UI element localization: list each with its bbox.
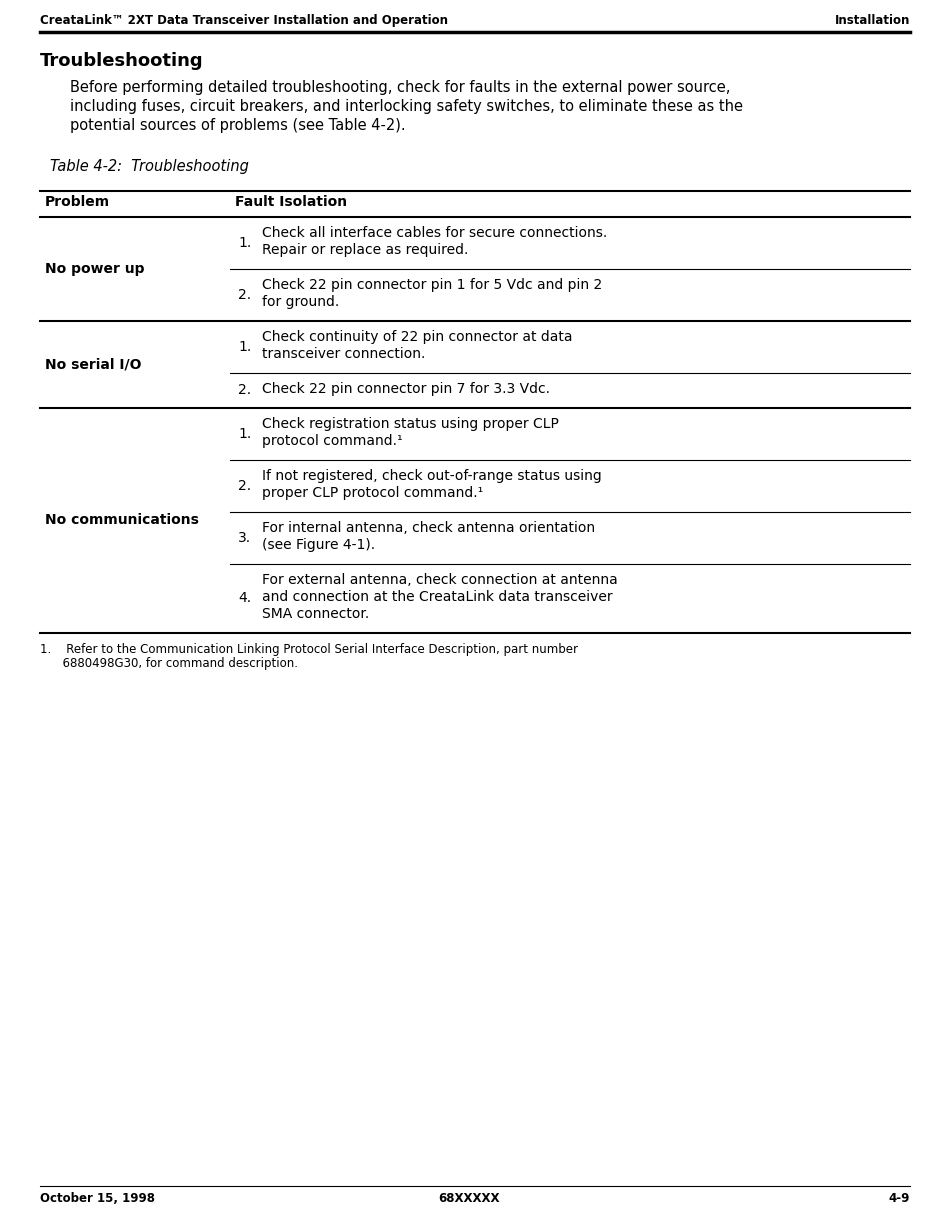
Text: Table 4-2:  Troubleshooting: Table 4-2: Troubleshooting: [50, 159, 249, 174]
Text: No serial I/O: No serial I/O: [45, 357, 142, 372]
Text: Check 22 pin connector pin 1 for 5 Vdc and pin 2: Check 22 pin connector pin 1 for 5 Vdc a…: [262, 278, 602, 292]
Text: 2.: 2.: [238, 479, 251, 492]
Text: If not registered, check out-of-range status using: If not registered, check out-of-range st…: [262, 470, 602, 483]
Text: 4-9: 4-9: [888, 1193, 910, 1205]
Text: No power up: No power up: [45, 262, 145, 276]
Text: 68XXXXX: 68XXXXX: [439, 1193, 500, 1205]
Text: SMA connector.: SMA connector.: [262, 607, 369, 620]
Text: Check registration status using proper CLP: Check registration status using proper C…: [262, 416, 559, 431]
Text: CreataLink™ 2XT Data Transceiver Installation and Operation: CreataLink™ 2XT Data Transceiver Install…: [40, 14, 448, 27]
Text: No communications: No communications: [45, 513, 199, 527]
Text: 1.: 1.: [238, 427, 252, 441]
Text: proper CLP protocol command.¹: proper CLP protocol command.¹: [262, 486, 484, 500]
Text: Installation: Installation: [835, 14, 910, 27]
Text: and connection at the CreataLink data transceiver: and connection at the CreataLink data tr…: [262, 590, 612, 604]
Text: 1.    Refer to the Communication Linking Protocol Serial Interface Description, : 1. Refer to the Communication Linking Pr…: [40, 643, 578, 655]
Text: (see Figure 4-1).: (see Figure 4-1).: [262, 538, 375, 552]
Text: Before performing detailed troubleshooting, check for faults in the external pow: Before performing detailed troubleshooti…: [70, 80, 731, 95]
Text: for ground.: for ground.: [262, 295, 339, 309]
Text: Check continuity of 22 pin connector at data: Check continuity of 22 pin connector at …: [262, 330, 573, 344]
Text: 2.: 2.: [238, 384, 251, 397]
Text: 2.: 2.: [238, 288, 251, 302]
Text: October 15, 1998: October 15, 1998: [40, 1193, 155, 1205]
Text: For external antenna, check connection at antenna: For external antenna, check connection a…: [262, 573, 618, 587]
Text: 4.: 4.: [238, 591, 251, 606]
Text: For internal antenna, check antenna orientation: For internal antenna, check antenna orie…: [262, 521, 595, 535]
Text: Fault Isolation: Fault Isolation: [235, 196, 347, 209]
Text: Problem: Problem: [45, 196, 110, 209]
Text: potential sources of problems (see Table 4-2).: potential sources of problems (see Table…: [70, 118, 406, 133]
Text: 1.: 1.: [238, 340, 252, 354]
Text: Repair or replace as required.: Repair or replace as required.: [262, 243, 469, 257]
Text: protocol command.¹: protocol command.¹: [262, 435, 403, 448]
Text: including fuses, circuit breakers, and interlocking safety switches, to eliminat: including fuses, circuit breakers, and i…: [70, 99, 743, 113]
Text: 3.: 3.: [238, 531, 251, 546]
Text: Check 22 pin connector pin 7 for 3.3 Vdc.: Check 22 pin connector pin 7 for 3.3 Vdc…: [262, 381, 550, 396]
Text: Troubleshooting: Troubleshooting: [40, 52, 204, 70]
Text: 6880498G30, for command description.: 6880498G30, for command description.: [40, 657, 298, 670]
Text: 1.: 1.: [238, 237, 252, 250]
Text: Check all interface cables for secure connections.: Check all interface cables for secure co…: [262, 226, 608, 240]
Text: transceiver connection.: transceiver connection.: [262, 346, 425, 361]
